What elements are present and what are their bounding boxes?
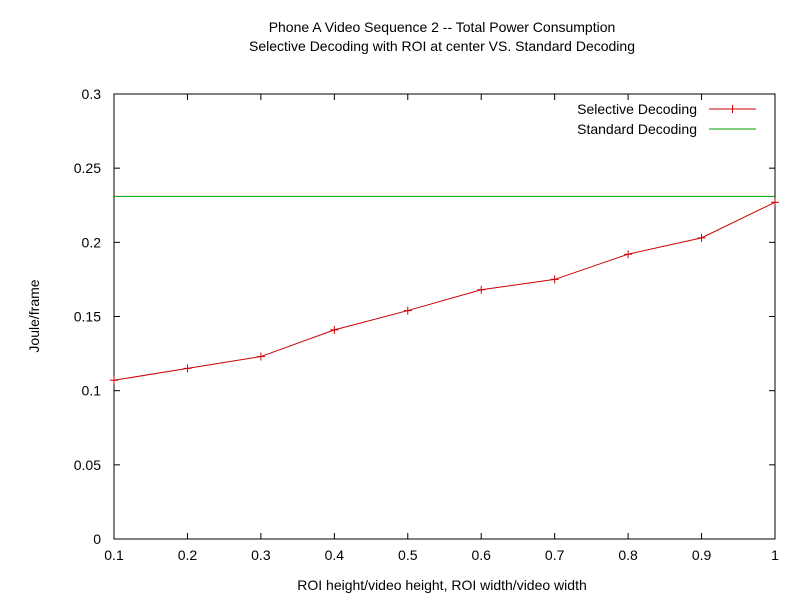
x-tick-label: 0.1 bbox=[104, 547, 124, 563]
x-tick-label: 0.4 bbox=[325, 547, 345, 563]
data-point-selective-decoding bbox=[330, 325, 339, 334]
x-tick-label: 1 bbox=[771, 547, 779, 563]
data-point-selective-decoding bbox=[697, 233, 706, 242]
data-point-selective-decoding bbox=[110, 376, 118, 385]
y-tick-label: 0.25 bbox=[74, 160, 101, 176]
plot-frame bbox=[113, 93, 776, 540]
data-point-selective-decoding bbox=[256, 352, 265, 361]
legend: Selective Decoding Standard Decoding bbox=[577, 101, 756, 137]
x-axis-label: ROI height/video height, ROI width/video… bbox=[297, 577, 587, 593]
y-tick-label: 0.15 bbox=[74, 309, 101, 325]
x-tick-label: 0.5 bbox=[398, 547, 418, 563]
chart-title: Phone A Video Sequence 2 -- Total Power … bbox=[269, 19, 616, 35]
x-tick-label: 0.8 bbox=[618, 547, 638, 563]
series-line-selective-decoding bbox=[113, 201, 776, 381]
y-axis-label: Joule/frame bbox=[26, 279, 42, 352]
y-tick-label: 0.2 bbox=[82, 234, 102, 250]
data-point-selective-decoding bbox=[183, 364, 192, 373]
data-point-selective-decoding bbox=[403, 306, 412, 315]
chart-subtitle: Selective Decoding with ROI at center VS… bbox=[249, 38, 635, 54]
x-axis: 0.1 0.2 0.3 0.4 0.5 0.6 0.7 0.8 0.9 1 bbox=[104, 94, 779, 563]
y-tick-label: 0.1 bbox=[82, 383, 102, 399]
x-tick-label: 0.9 bbox=[692, 547, 712, 563]
x-tick-label: 0.7 bbox=[545, 547, 565, 563]
legend-label-selective-decoding: Selective Decoding bbox=[577, 101, 697, 117]
y-axis: 0 0.05 0.1 0.15 0.2 0.25 0.3 bbox=[74, 86, 775, 547]
y-tick-label: 0 bbox=[93, 531, 101, 547]
data-point-selective-decoding bbox=[624, 250, 633, 259]
y-tick-label: 0.3 bbox=[82, 86, 102, 102]
x-tick-label: 0.6 bbox=[471, 547, 491, 563]
legend-label-standard-decoding: Standard Decoding bbox=[577, 121, 697, 137]
data-point-selective-decoding bbox=[771, 198, 779, 207]
series-layer bbox=[110, 195, 779, 385]
legend-marker-selective-decoding bbox=[728, 105, 737, 113]
x-tick-label: 0.2 bbox=[178, 547, 198, 563]
data-point-selective-decoding bbox=[550, 275, 559, 284]
y-tick-label: 0.05 bbox=[74, 457, 101, 473]
x-tick-label: 0.3 bbox=[251, 547, 271, 563]
data-point-selective-decoding bbox=[477, 285, 486, 294]
